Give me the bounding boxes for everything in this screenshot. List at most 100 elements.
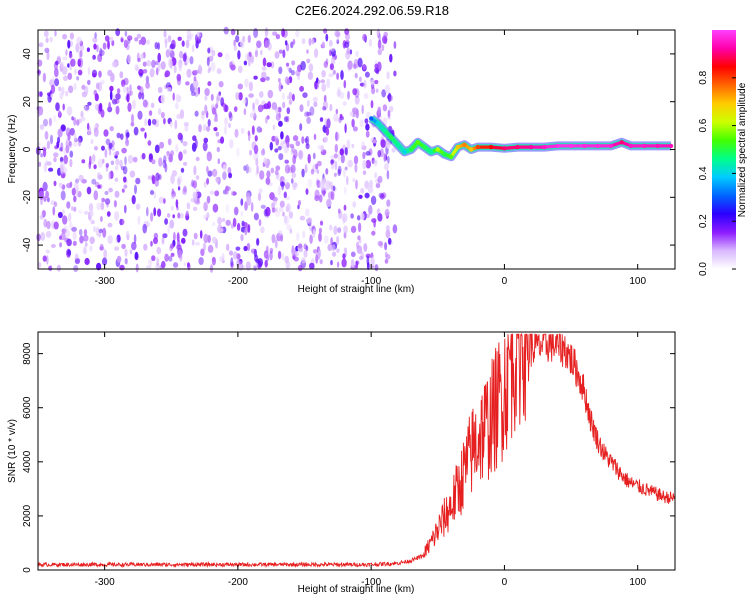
noise-speckle (93, 190, 99, 201)
noise-speckle (190, 197, 196, 203)
noise-speckle (67, 132, 71, 141)
noise-speckle (189, 33, 194, 38)
noise-speckle (274, 148, 279, 153)
noise-speckle (386, 199, 391, 207)
noise-speckle (198, 66, 203, 75)
noise-speckle (336, 72, 339, 80)
noise-speckle (106, 211, 111, 217)
noise-speckle (368, 185, 374, 194)
noise-speckle (328, 181, 333, 187)
noise-speckle (177, 132, 183, 141)
noise-speckle (154, 60, 160, 66)
noise-speckle (280, 85, 284, 90)
noise-speckle (44, 131, 49, 140)
noise-speckle (372, 159, 378, 164)
noise-speckle (298, 247, 303, 253)
noise-speckle (102, 257, 108, 266)
colorbar: 0.0 0.2 0.4 0.6 0.8 Normalized spectral ampl… (698, 30, 748, 276)
noise-speckle (384, 163, 389, 171)
noise-speckle (40, 232, 45, 241)
noise-speckle (371, 139, 378, 144)
noise-speckle (365, 123, 370, 131)
noise-speckle (135, 65, 140, 72)
noise-speckle (260, 226, 265, 234)
noise-speckle (279, 200, 285, 208)
noise-speckle (297, 200, 302, 206)
noise-speckle (240, 234, 244, 242)
noise-speckle (133, 126, 139, 136)
noise-speckle (307, 178, 313, 188)
noise-speckle (246, 195, 252, 206)
ridge-point (568, 143, 574, 149)
noise-speckle (191, 44, 195, 53)
noise-speckle (364, 181, 370, 190)
noise-speckle (164, 253, 169, 262)
noise-speckle (100, 216, 103, 222)
noise-speckle (333, 172, 337, 177)
spectrogram-y-axis-label: Frequency (Hz) (7, 115, 18, 184)
noise-speckle (109, 126, 114, 132)
noise-speckle (104, 190, 109, 196)
noise-speckle (316, 169, 320, 175)
noise-speckle (228, 112, 233, 122)
noise-speckle (69, 158, 73, 168)
noise-speckle (344, 41, 350, 49)
noise-speckle (274, 51, 280, 59)
noise-speckle (72, 142, 78, 147)
noise-speckle (104, 148, 108, 158)
noise-speckle (257, 192, 262, 201)
noise-speckle (313, 133, 317, 140)
ridge-point (475, 144, 480, 150)
spectrogram-x-axis-label: Height of straight line (km) (298, 284, 415, 295)
noise-speckle (201, 110, 205, 116)
y-tick-label: 0 (22, 146, 33, 152)
noise-speckle (185, 39, 190, 49)
spectrogram-y-ticks: -40 -20 0 20 40 (22, 48, 675, 252)
noise-speckle (202, 242, 207, 251)
noise-speckle (333, 153, 338, 159)
noise-speckle (228, 172, 233, 179)
noise-speckle (88, 202, 94, 212)
noise-speckle (353, 58, 359, 69)
noise-speckle (215, 176, 219, 183)
noise-speckle (69, 150, 74, 158)
noise-speckle (78, 57, 84, 68)
noise-speckle (249, 112, 253, 118)
noise-speckle (216, 146, 220, 153)
noise-speckle (167, 138, 172, 146)
noise-speckle (138, 68, 144, 77)
noise-speckle (243, 245, 248, 252)
noise-speckle (155, 172, 160, 182)
noise-speckle (330, 48, 336, 57)
noise-speckle (183, 185, 187, 193)
noise-speckle (386, 71, 390, 80)
noise-speckle (217, 216, 223, 225)
noise-speckle (381, 44, 385, 52)
noise-speckle (124, 204, 127, 214)
noise-speckle (50, 93, 53, 99)
noise-speckle (78, 209, 83, 214)
noise-speckle (202, 124, 207, 132)
noise-speckle (318, 232, 322, 242)
noise-speckle (97, 53, 103, 63)
noise-speckle (373, 160, 378, 167)
noise-speckle (381, 89, 387, 98)
noise-speckle (319, 259, 323, 265)
noise-speckle (145, 39, 150, 45)
noise-speckle (363, 92, 369, 100)
noise-speckle (73, 83, 77, 91)
noise-speckle (354, 88, 360, 99)
noise-speckle (209, 190, 215, 195)
noise-speckle (164, 38, 168, 49)
noise-speckle (377, 106, 382, 115)
noise-speckle (40, 153, 43, 158)
noise-speckle (65, 144, 70, 154)
noise-speckle (166, 87, 172, 92)
noise-speckle (284, 40, 288, 46)
noise-speckle (327, 243, 333, 252)
noise-speckle (278, 153, 284, 161)
noise-speckle (127, 38, 131, 45)
noise-speckle (96, 44, 99, 53)
noise-speckle (178, 151, 183, 161)
noise-speckle (54, 30, 57, 37)
